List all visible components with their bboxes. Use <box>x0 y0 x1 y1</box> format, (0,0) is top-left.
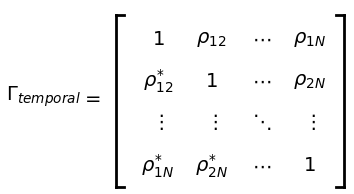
Text: $\rho_{2N}$: $\rho_{2N}$ <box>292 72 325 91</box>
Text: $\cdots$: $\cdots$ <box>252 156 272 175</box>
Text: $\rho_{1N}$: $\rho_{1N}$ <box>292 30 325 49</box>
Text: $=$: $=$ <box>81 87 101 107</box>
Text: $\vdots$: $\vdots$ <box>152 112 164 132</box>
Text: $\ddots$: $\ddots$ <box>252 112 272 132</box>
Text: $\cdots$: $\cdots$ <box>252 30 272 49</box>
Text: $\rho_{12}^{*}$: $\rho_{12}^{*}$ <box>143 68 173 95</box>
Text: $\rho_{2N}^{*}$: $\rho_{2N}^{*}$ <box>195 152 228 179</box>
Text: $1$: $1$ <box>303 156 315 175</box>
Text: $\vdots$: $\vdots$ <box>303 112 315 132</box>
Text: $\vdots$: $\vdots$ <box>205 112 218 132</box>
Text: $1$: $1$ <box>152 30 164 49</box>
Text: $\cdots$: $\cdots$ <box>252 72 272 91</box>
Text: $\rho_{1N}^{*}$: $\rho_{1N}^{*}$ <box>142 152 174 179</box>
Text: $\Gamma_{\mathit{temporal}}$: $\Gamma_{\mathit{temporal}}$ <box>6 85 81 109</box>
Text: $\rho_{12}$: $\rho_{12}$ <box>196 30 227 49</box>
Text: $1$: $1$ <box>205 72 218 91</box>
